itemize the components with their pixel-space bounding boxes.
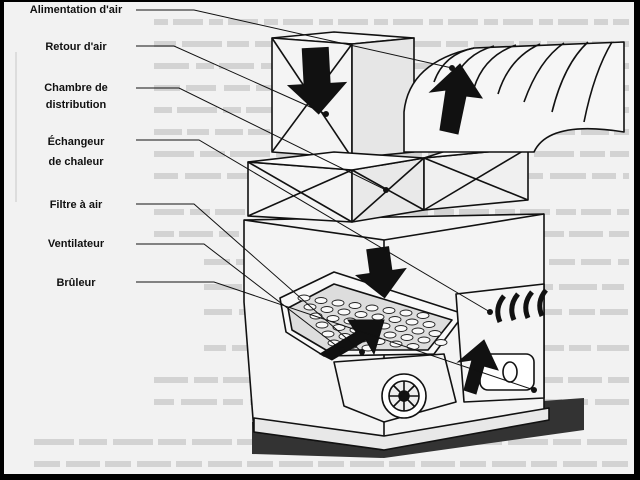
down-arrow-icon <box>286 46 348 115</box>
filter-cell <box>434 339 448 346</box>
label-return-air: Retour d'air <box>45 41 107 53</box>
leader-lines <box>136 9 535 391</box>
filter-cell <box>405 318 419 326</box>
filter-cell <box>348 302 362 309</box>
filter-cell <box>365 304 379 312</box>
filter-cell <box>400 334 414 341</box>
supply-air-duct <box>403 41 625 153</box>
filter-cell <box>331 299 345 307</box>
supply-leader <box>136 9 453 69</box>
exchanger-leader <box>136 139 491 313</box>
label-air-filter: Filtre à air <box>49 199 103 211</box>
leader-dots <box>323 65 537 393</box>
filter-leader <box>136 203 363 353</box>
filter-cell <box>382 307 396 314</box>
filter-cell <box>320 306 334 313</box>
return-leader <box>136 45 327 115</box>
filter-cell <box>371 313 385 321</box>
return-air-duct <box>271 31 415 159</box>
down-arrow-icon <box>355 246 407 299</box>
filter-cell <box>326 315 340 322</box>
label-distribution-chamber-line1: Chambre de <box>44 82 108 94</box>
label-air-supply: Alimentation d'air <box>29 4 123 16</box>
diagram-page: Alimentation d'air Retour d'air Chambre … <box>4 2 634 474</box>
filter-cell <box>399 309 413 317</box>
filter-cell <box>354 311 368 318</box>
filter-cell <box>297 294 311 302</box>
burner-leader <box>136 281 535 391</box>
filter-cell <box>394 325 408 332</box>
filter-cell <box>422 321 436 328</box>
filter-cell <box>388 316 402 323</box>
filter-cell <box>303 303 317 311</box>
label-distribution-chamber-line2: distribution <box>45 99 107 111</box>
blower-fan <box>333 353 457 423</box>
distribution-plenum <box>247 141 529 223</box>
filter-cell <box>314 297 328 304</box>
label-heat-exchanger-line1: Échangeur <box>47 136 105 148</box>
up-arrow-icon <box>428 63 484 135</box>
filter-cell <box>417 336 431 344</box>
airflow-arrows <box>286 46 499 395</box>
fan-leader <box>136 243 343 351</box>
filter-cell <box>337 308 351 316</box>
filter-cell <box>315 321 329 329</box>
label-burner: Brûleur <box>56 277 96 289</box>
filter-cell <box>406 343 420 350</box>
label-fan: Ventilateur <box>47 238 105 250</box>
filter-cell <box>416 312 430 319</box>
filter-cell <box>411 327 425 335</box>
filter-cell <box>428 330 442 337</box>
furnace-diagram <box>15 9 629 467</box>
up-arrow-icon <box>456 339 499 395</box>
down-arrow-icon <box>318 319 385 361</box>
plenum-leader <box>136 87 387 191</box>
label-heat-exchanger-line2: de chaleur <box>48 156 104 168</box>
filter-cell <box>383 331 397 339</box>
filter-cell <box>321 330 335 338</box>
